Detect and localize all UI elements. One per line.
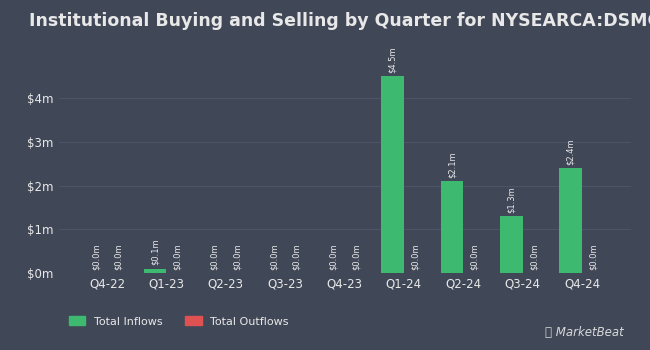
- Text: $2.4m: $2.4m: [566, 138, 575, 164]
- Bar: [560, 168, 582, 273]
- Text: $0.0m: $0.0m: [210, 243, 219, 270]
- Text: $0.0m: $0.0m: [589, 243, 598, 270]
- Text: ⟋ MarketBeat: ⟋ MarketBeat: [545, 327, 624, 340]
- Text: $0.0m: $0.0m: [269, 243, 278, 270]
- Text: $0.0m: $0.0m: [329, 243, 338, 270]
- Title: Institutional Buying and Selling by Quarter for NYSEARCA:DSMC: Institutional Buying and Selling by Quar…: [29, 12, 650, 30]
- Text: $4.5m: $4.5m: [388, 46, 397, 73]
- Bar: [144, 269, 166, 273]
- Text: $1.3m: $1.3m: [507, 186, 516, 213]
- Text: $0.0m: $0.0m: [114, 243, 123, 270]
- Text: $0.0m: $0.0m: [351, 243, 360, 270]
- Legend: Total Inflows, Total Outflows: Total Inflows, Total Outflows: [64, 312, 293, 331]
- Text: $0.0m: $0.0m: [91, 243, 100, 270]
- Text: $0.1m: $0.1m: [151, 238, 160, 265]
- Bar: [500, 216, 523, 273]
- Bar: [441, 181, 463, 273]
- Text: $0.0m: $0.0m: [411, 243, 420, 270]
- Text: $0.0m: $0.0m: [173, 243, 182, 270]
- Text: $0.0m: $0.0m: [529, 243, 538, 270]
- Text: $0.0m: $0.0m: [233, 243, 242, 270]
- Bar: [382, 76, 404, 273]
- Text: $0.0m: $0.0m: [292, 243, 301, 270]
- Text: $0.0m: $0.0m: [470, 243, 479, 270]
- Text: $2.1m: $2.1m: [447, 151, 456, 178]
